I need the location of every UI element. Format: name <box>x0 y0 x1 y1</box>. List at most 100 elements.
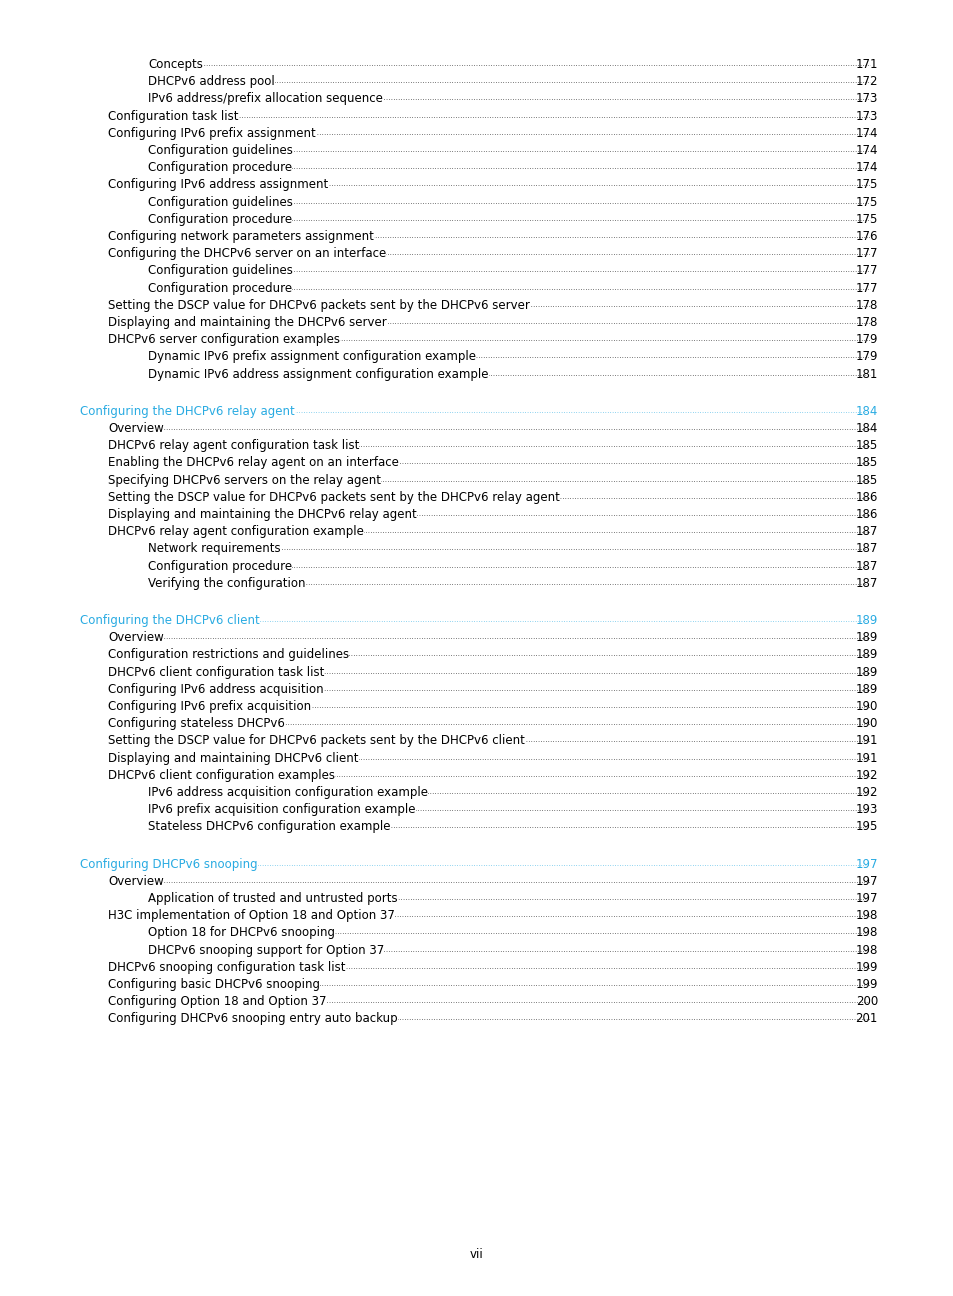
Text: DHCPv6 relay agent configuration task list: DHCPv6 relay agent configuration task li… <box>108 439 359 452</box>
Text: Dynamic IPv6 address assignment configuration example: Dynamic IPv6 address assignment configur… <box>148 368 488 381</box>
Text: Concepts: Concepts <box>148 58 203 71</box>
Text: 189: 189 <box>855 614 877 627</box>
Text: 177: 177 <box>855 281 877 294</box>
Text: Overview: Overview <box>108 875 164 888</box>
Text: 177: 177 <box>855 248 877 260</box>
Text: DHCPv6 server configuration examples: DHCPv6 server configuration examples <box>108 333 339 346</box>
Text: Configuring basic DHCPv6 snooping: Configuring basic DHCPv6 snooping <box>108 978 319 991</box>
Text: Configuration procedure: Configuration procedure <box>148 161 292 174</box>
Text: Application of trusted and untrusted ports: Application of trusted and untrusted por… <box>148 892 397 905</box>
Text: 179: 179 <box>855 350 877 363</box>
Text: Displaying and maintaining DHCPv6 client: Displaying and maintaining DHCPv6 client <box>108 752 358 765</box>
Text: Configuring IPv6 prefix acquisition: Configuring IPv6 prefix acquisition <box>108 700 311 713</box>
Text: Enabling the DHCPv6 relay agent on an interface: Enabling the DHCPv6 relay agent on an in… <box>108 456 398 469</box>
Text: Dynamic IPv6 address assignment configuration example: Dynamic IPv6 address assignment configur… <box>148 368 488 381</box>
Text: 193: 193 <box>855 804 877 816</box>
Text: 192: 192 <box>855 769 877 781</box>
Text: 191: 191 <box>855 735 877 748</box>
Text: Stateless DHCPv6 configuration example: Stateless DHCPv6 configuration example <box>148 820 390 833</box>
Text: Configuring the DHCPv6 server on an interface: Configuring the DHCPv6 server on an inte… <box>108 248 386 260</box>
Text: 198: 198 <box>855 927 877 940</box>
Text: DHCPv6 client configuration examples: DHCPv6 client configuration examples <box>108 769 335 781</box>
Text: 187: 187 <box>855 543 877 556</box>
Text: 192: 192 <box>855 785 877 800</box>
Text: Option 18 for DHCPv6 snooping: Option 18 for DHCPv6 snooping <box>148 927 335 940</box>
Text: 174: 174 <box>855 144 877 157</box>
Text: DHCPv6 snooping support for Option 37: DHCPv6 snooping support for Option 37 <box>148 943 384 956</box>
Text: Overview: Overview <box>108 422 164 435</box>
Text: 187: 187 <box>855 577 877 590</box>
Text: Configuring the DHCPv6 client: Configuring the DHCPv6 client <box>80 614 259 627</box>
Text: Configuring IPv6 address acquisition: Configuring IPv6 address acquisition <box>108 683 323 696</box>
Text: Configuration guidelines: Configuration guidelines <box>148 196 293 209</box>
Text: 176: 176 <box>855 229 877 244</box>
Text: Configuring IPv6 address acquisition: Configuring IPv6 address acquisition <box>108 683 323 696</box>
Text: Configuration procedure: Configuration procedure <box>148 161 292 174</box>
Text: 185: 185 <box>855 439 877 452</box>
Text: 199: 199 <box>855 960 877 973</box>
Text: DHCPv6 address pool: DHCPv6 address pool <box>148 75 274 88</box>
Text: 184: 184 <box>855 404 877 417</box>
Text: 190: 190 <box>855 700 877 713</box>
Text: Setting the DSCP value for DHCPv6 packets sent by the DHCPv6 client: Setting the DSCP value for DHCPv6 packet… <box>108 735 524 748</box>
Text: Enabling the DHCPv6 relay agent on an interface: Enabling the DHCPv6 relay agent on an in… <box>108 456 398 469</box>
Text: Configuration guidelines: Configuration guidelines <box>148 264 293 277</box>
Text: 200: 200 <box>855 995 877 1008</box>
Text: Configuration restrictions and guidelines: Configuration restrictions and guideline… <box>108 648 349 661</box>
Text: Concepts: Concepts <box>148 58 203 71</box>
Text: Configuring DHCPv6 snooping entry auto backup: Configuring DHCPv6 snooping entry auto b… <box>108 1012 397 1025</box>
Text: Overview: Overview <box>108 631 164 644</box>
Text: Displaying and maintaining the DHCPv6 server: Displaying and maintaining the DHCPv6 se… <box>108 316 386 329</box>
Text: Configuring the DHCPv6 relay agent: Configuring the DHCPv6 relay agent <box>80 404 294 417</box>
Text: 173: 173 <box>855 92 877 105</box>
Text: Displaying and maintaining the DHCPv6 relay agent: Displaying and maintaining the DHCPv6 re… <box>108 508 416 521</box>
Text: 197: 197 <box>855 875 877 888</box>
Text: Option 18 for DHCPv6 snooping: Option 18 for DHCPv6 snooping <box>148 927 335 940</box>
Text: Configuring stateless DHCPv6: Configuring stateless DHCPv6 <box>108 717 285 730</box>
Text: Setting the DSCP value for DHCPv6 packets sent by the DHCPv6 client: Setting the DSCP value for DHCPv6 packet… <box>108 735 524 748</box>
Text: Configuring DHCPv6 snooping: Configuring DHCPv6 snooping <box>80 858 257 871</box>
Text: 189: 189 <box>855 648 877 661</box>
Text: Configuration task list: Configuration task list <box>108 110 238 123</box>
Text: Configuring network parameters assignment: Configuring network parameters assignmen… <box>108 229 374 244</box>
Text: Configuring Option 18 and Option 37: Configuring Option 18 and Option 37 <box>108 995 326 1008</box>
Text: Overview: Overview <box>108 631 164 644</box>
Text: Displaying and maintaining the DHCPv6 server: Displaying and maintaining the DHCPv6 se… <box>108 316 386 329</box>
Text: DHCPv6 address pool: DHCPv6 address pool <box>148 75 274 88</box>
Text: DHCPv6 client configuration examples: DHCPv6 client configuration examples <box>108 769 335 781</box>
Text: Configuring DHCPv6 snooping entry auto backup: Configuring DHCPv6 snooping entry auto b… <box>108 1012 397 1025</box>
Text: IPv6 address acquisition configuration example: IPv6 address acquisition configuration e… <box>148 785 428 800</box>
Text: 179: 179 <box>855 333 877 346</box>
Text: DHCPv6 relay agent configuration example: DHCPv6 relay agent configuration example <box>108 525 363 538</box>
Text: 195: 195 <box>855 820 877 833</box>
Text: 189: 189 <box>855 666 877 679</box>
Text: Configuration guidelines: Configuration guidelines <box>148 264 293 277</box>
Text: Configuration guidelines: Configuration guidelines <box>148 196 293 209</box>
Text: Configuring IPv6 address assignment: Configuring IPv6 address assignment <box>108 179 328 192</box>
Text: Overview: Overview <box>108 875 164 888</box>
Text: 197: 197 <box>855 892 877 905</box>
Text: DHCPv6 snooping configuration task list: DHCPv6 snooping configuration task list <box>108 960 345 973</box>
Text: Configuring Option 18 and Option 37: Configuring Option 18 and Option 37 <box>108 995 326 1008</box>
Text: Configuration procedure: Configuration procedure <box>148 213 292 226</box>
Text: 186: 186 <box>855 491 877 504</box>
Text: 175: 175 <box>855 196 877 209</box>
Text: Network requirements: Network requirements <box>148 543 280 556</box>
Text: Setting the DSCP value for DHCPv6 packets sent by the DHCPv6 relay agent: Setting the DSCP value for DHCPv6 packet… <box>108 491 559 504</box>
Text: DHCPv6 snooping configuration task list: DHCPv6 snooping configuration task list <box>108 960 345 973</box>
Text: H3C implementation of Option 18 and Option 37: H3C implementation of Option 18 and Opti… <box>108 910 395 923</box>
Text: Verifying the configuration: Verifying the configuration <box>148 577 305 590</box>
Text: 187: 187 <box>855 560 877 573</box>
Text: Configuring DHCPv6 snooping: Configuring DHCPv6 snooping <box>80 858 257 871</box>
Text: 191: 191 <box>855 752 877 765</box>
Text: 172: 172 <box>855 75 877 88</box>
Text: 174: 174 <box>855 127 877 140</box>
Text: Setting the DSCP value for DHCPv6 packets sent by the DHCPv6 relay agent: Setting the DSCP value for DHCPv6 packet… <box>108 491 559 504</box>
Text: Configuring stateless DHCPv6: Configuring stateless DHCPv6 <box>108 717 285 730</box>
Text: 181: 181 <box>855 368 877 381</box>
Text: DHCPv6 relay agent configuration task list: DHCPv6 relay agent configuration task li… <box>108 439 359 452</box>
Text: DHCPv6 server configuration examples: DHCPv6 server configuration examples <box>108 333 339 346</box>
Text: 174: 174 <box>855 161 877 174</box>
Text: Configuration procedure: Configuration procedure <box>148 213 292 226</box>
Text: Displaying and maintaining DHCPv6 client: Displaying and maintaining DHCPv6 client <box>108 752 358 765</box>
